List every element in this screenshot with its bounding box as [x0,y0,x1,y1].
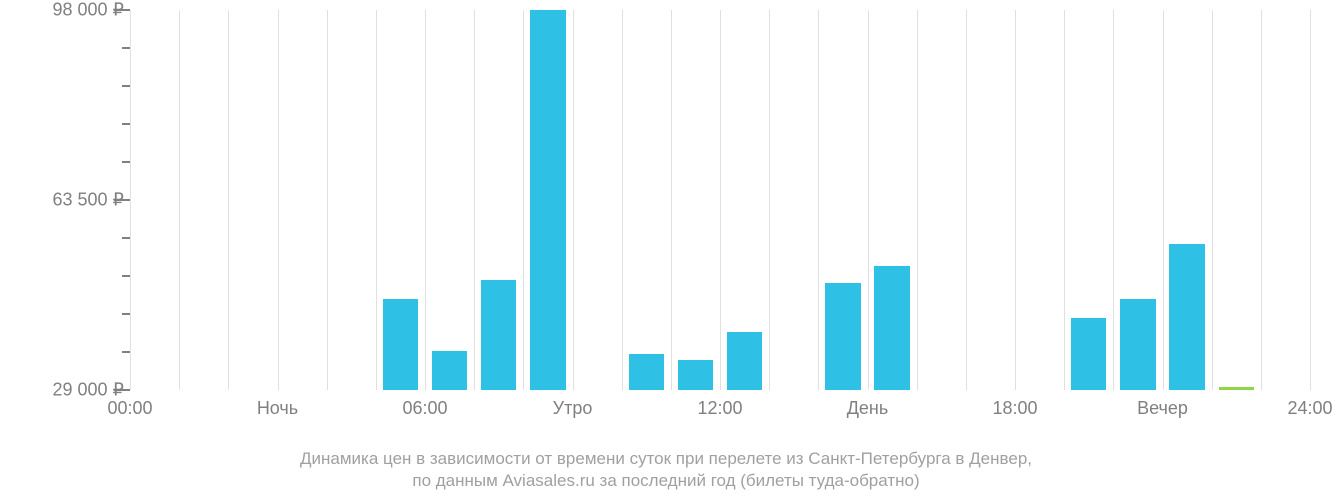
gridline-vertical [1310,10,1311,390]
gridline-vertical [1163,10,1164,390]
gridline-vertical [818,10,819,390]
y-axis-label: 63 500 ₽ [52,190,124,211]
gridline-vertical [671,10,672,390]
bar [825,283,860,390]
x-axis-label: 12:00 [697,398,742,419]
gridline-vertical [720,10,721,390]
y-tick-minor [122,123,130,125]
gridline-vertical [278,10,279,390]
y-axis-label: 98 000 ₽ [52,0,124,21]
gridline-vertical [622,10,623,390]
bar [432,351,467,390]
bar [629,354,664,390]
bar [481,280,516,390]
gridline-vertical [868,10,869,390]
x-axis-label: 00:00 [107,398,152,419]
bar [727,332,762,390]
gridline-vertical [130,10,131,390]
chart-caption-line2: по данным Aviasales.ru за последний год … [0,470,1332,492]
plot-area [130,10,1310,390]
gridline-vertical [917,10,918,390]
gridline-vertical [327,10,328,390]
gridline-vertical [523,10,524,390]
bar-min [1219,387,1254,390]
y-tick-minor [122,275,130,277]
y-tick-minor [122,85,130,87]
price-by-hour-chart: 98 000 ₽63 500 ₽29 000 ₽ 00:00Ночь06:00У… [0,0,1332,502]
x-axis-label: Вечер [1137,398,1188,419]
bar [530,10,565,390]
bar [1120,299,1155,390]
x-axis-label: 18:00 [992,398,1037,419]
x-axis-label: День [847,398,889,419]
bar [1169,244,1204,390]
gridline-vertical [1113,10,1114,390]
x-axis-label: 24:00 [1287,398,1332,419]
gridline-vertical [573,10,574,390]
gridline-vertical [474,10,475,390]
gridline-vertical [179,10,180,390]
gridline-vertical [228,10,229,390]
gridline-vertical [769,10,770,390]
chart-caption-line1: Динамика цен в зависимости от времени су… [0,448,1332,470]
y-tick-minor [122,351,130,353]
gridline-vertical [1261,10,1262,390]
bar [874,266,909,390]
x-axis-label: 06:00 [402,398,447,419]
bar [1071,318,1106,390]
gridline-vertical [1212,10,1213,390]
x-axis-label: Ночь [257,398,298,419]
y-tick-minor [122,237,130,239]
gridline-vertical [1064,10,1065,390]
gridline-vertical [376,10,377,390]
gridline-vertical [966,10,967,390]
gridline-vertical [1015,10,1016,390]
y-tick-minor [122,313,130,315]
y-tick-minor [122,47,130,49]
x-axis-label: Утро [553,398,593,419]
bar [678,360,713,390]
bar [383,299,418,390]
y-tick-minor [122,161,130,163]
gridline-vertical [425,10,426,390]
